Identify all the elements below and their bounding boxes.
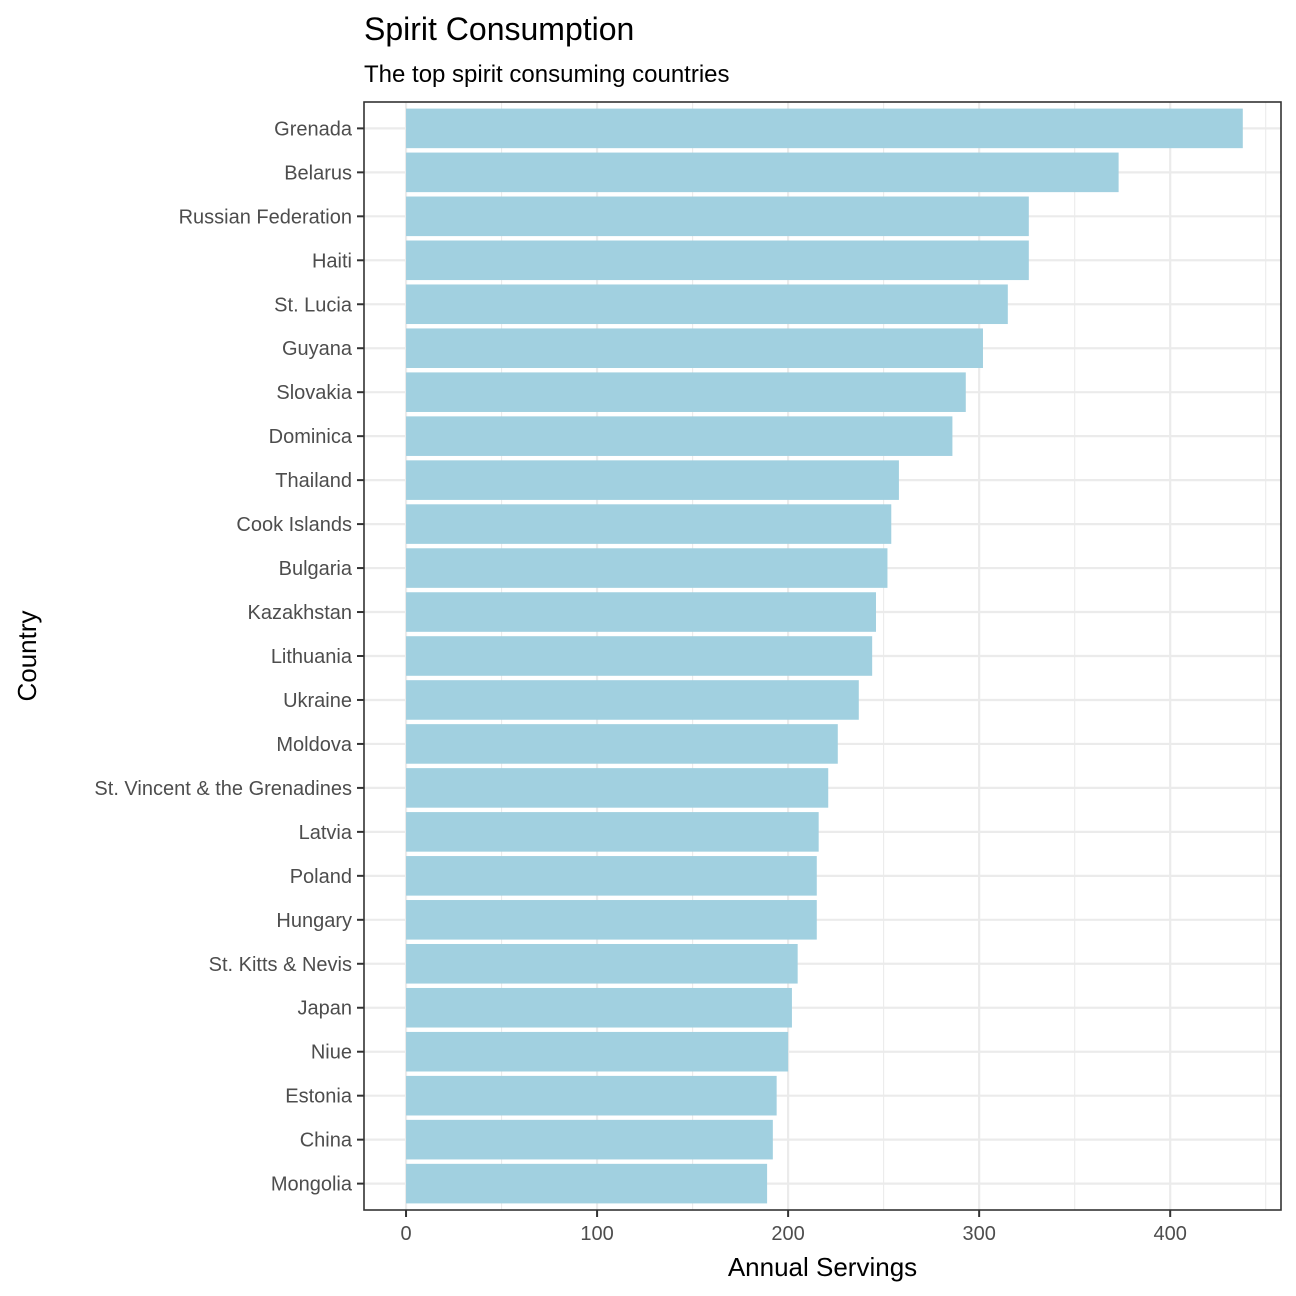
x-tick-label: 100 <box>580 1223 613 1245</box>
y-tick-label: Hungary <box>276 910 352 932</box>
bar <box>406 943 798 984</box>
y-tick-label: Kazakhstan <box>247 602 352 624</box>
y-tick-label: St. Vincent & the Grenadines <box>94 778 352 800</box>
bar <box>406 987 792 1028</box>
x-axis-ticks: 0 100 200 300 400 <box>400 1210 1187 1245</box>
chart-title: Spirit Consumption <box>364 11 634 47</box>
bar <box>406 548 888 588</box>
y-tick-label: Grenada <box>274 118 353 140</box>
bar <box>406 504 892 544</box>
bar <box>406 680 859 720</box>
bar <box>406 812 819 852</box>
y-tick-label: St. Lucia <box>274 294 353 316</box>
bar <box>406 900 817 940</box>
y-tick-label: Lithuania <box>271 646 353 668</box>
y-tick-label: Niue <box>311 1042 352 1064</box>
y-tick-label: Haiti <box>312 250 352 272</box>
y-tick-label: Slovakia <box>276 382 352 404</box>
bar <box>406 152 1119 193</box>
bar <box>406 460 899 500</box>
bar <box>406 856 817 896</box>
y-axis-ticks: Grenada Belarus Russian Federation Haiti St.… <box>94 118 364 1196</box>
bar <box>406 108 1243 149</box>
bar <box>406 768 829 808</box>
bar <box>406 328 983 369</box>
bar <box>406 1075 777 1116</box>
bar <box>406 372 966 412</box>
x-axis-title: Annual Servings <box>728 1252 917 1282</box>
bar <box>406 284 1008 325</box>
y-tick-label: China <box>300 1130 353 1152</box>
bar <box>406 416 953 456</box>
x-tick-label: 400 <box>1154 1223 1187 1245</box>
y-tick-label: Japan <box>298 998 353 1020</box>
y-tick-label: Russian Federation <box>179 206 352 228</box>
y-tick-label: St. Kitts & Nevis <box>209 954 352 976</box>
y-tick-label: Mongolia <box>271 1174 353 1196</box>
bar <box>406 1031 789 1072</box>
y-tick-label: Estonia <box>285 1086 353 1108</box>
x-tick-label: 300 <box>962 1223 995 1245</box>
bar <box>406 240 1029 281</box>
y-tick-label: Guyana <box>282 338 353 360</box>
x-tick-label: 0 <box>400 1223 411 1245</box>
bar <box>406 724 838 764</box>
y-tick-label: Belarus <box>284 162 352 184</box>
y-tick-label: Dominica <box>269 426 353 448</box>
bar <box>406 592 876 632</box>
chart-subtitle: The top spirit consuming countries <box>364 61 730 88</box>
bar <box>406 1163 768 1204</box>
y-tick-label: Ukraine <box>283 690 352 712</box>
y-tick-label: Moldova <box>276 734 352 756</box>
y-axis-title: Country <box>12 610 42 701</box>
y-tick-label: Cook Islands <box>236 514 352 536</box>
y-tick-label: Poland <box>290 866 352 888</box>
y-tick-label: Thailand <box>275 470 352 492</box>
x-tick-label: 200 <box>771 1223 804 1245</box>
bar <box>406 636 873 676</box>
bar <box>406 1119 773 1160</box>
y-tick-label: Latvia <box>299 822 353 844</box>
bar <box>406 196 1029 237</box>
y-tick-label: Bulgaria <box>279 558 353 580</box>
bars <box>406 108 1243 1204</box>
